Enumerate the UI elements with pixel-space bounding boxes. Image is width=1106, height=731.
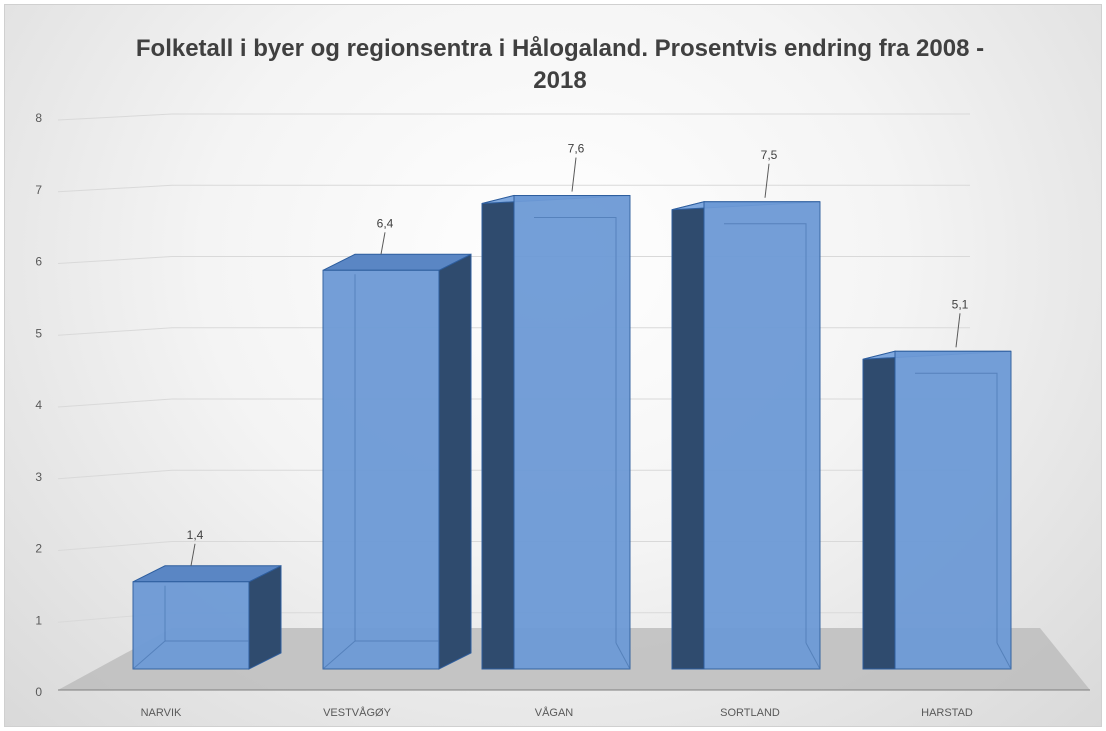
y-tick-label: 7 <box>35 183 42 197</box>
bar-sortland <box>671 201 821 670</box>
x-tick-label: VÅGAN <box>535 706 574 719</box>
chart-title: Folketall i byer og regionsentra i Hålog… <box>135 35 985 94</box>
bar-harstad <box>862 350 1012 670</box>
gridline-side <box>57 398 173 408</box>
x-tick-label: NARVIK <box>141 707 182 719</box>
gridline-side <box>57 469 173 480</box>
data-label-leader <box>380 232 386 255</box>
bar-front <box>322 269 440 670</box>
data-label: 6,4 <box>377 216 394 230</box>
bar-side <box>481 194 515 670</box>
y-tick-label: 3 <box>35 470 42 484</box>
x-tick-label: VESTVÅGØY <box>323 706 392 719</box>
bar-inner-edge <box>996 642 1012 670</box>
bar-front <box>894 350 1012 670</box>
x-axis: NARVIK VESTVÅGØY VÅGAN SORTLAND HARSTAD <box>141 706 973 719</box>
bar-front <box>703 201 821 670</box>
data-label-leader <box>190 543 196 566</box>
bar-side <box>248 564 282 670</box>
y-tick-label: 6 <box>35 255 42 269</box>
x-tick-label: SORTLAND <box>720 707 780 719</box>
bar-vestvågøy <box>322 253 472 670</box>
data-label: 1,4 <box>187 528 204 542</box>
bar-inner-edge <box>805 642 821 670</box>
bar-side <box>862 350 896 670</box>
y-tick-label: 2 <box>35 542 42 556</box>
data-label: 5,1 <box>952 297 969 311</box>
data-label-leader <box>571 157 577 192</box>
data-label-leader <box>764 163 770 198</box>
gridline-side <box>57 327 173 336</box>
bar-front <box>132 581 250 670</box>
bar-inner-edge <box>915 372 998 643</box>
bar-inner-edge <box>615 642 631 670</box>
bar-inner-edge <box>534 217 617 643</box>
y-tick-label: 0 <box>35 685 42 699</box>
bar-side <box>671 201 705 670</box>
gridline-side <box>57 184 173 193</box>
bar-inner-edge <box>724 223 807 643</box>
y-axis: 0 1 2 3 4 5 6 7 8 <box>35 111 42 699</box>
data-labels: 1,4 6,4 7,6 7,5 5,1 <box>187 142 969 566</box>
bar-vågan <box>481 194 631 670</box>
gridline-side <box>57 113 173 121</box>
data-label-leader <box>955 313 961 348</box>
bar-side <box>438 253 472 670</box>
bars <box>132 194 1012 670</box>
data-label: 7,5 <box>761 148 778 162</box>
gridline-side <box>57 541 173 551</box>
bar-narvik <box>132 564 282 670</box>
y-tick-label: 5 <box>35 326 42 340</box>
y-tick-label: 4 <box>35 398 42 412</box>
x-tick-label: HARSTAD <box>921 707 973 719</box>
y-tick-label: 1 <box>35 613 42 627</box>
y-tick-label: 8 <box>35 111 42 125</box>
data-label: 7,6 <box>568 142 585 156</box>
gridline-side <box>57 256 173 264</box>
bar-front <box>513 195 631 670</box>
